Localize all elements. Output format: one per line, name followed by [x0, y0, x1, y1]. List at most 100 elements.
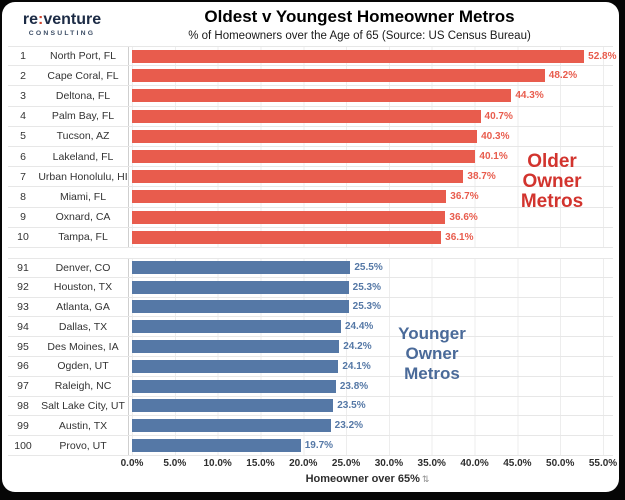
metro-label: Austin, TX: [58, 419, 108, 432]
metro-label: Cape Coral, FL: [47, 69, 119, 82]
annotation-line: Metros: [520, 191, 584, 212]
bar[interactable]: [132, 49, 585, 63]
bar-track: 25.3%: [128, 297, 613, 317]
x-axis-tick: 55.0%: [588, 458, 618, 469]
chart-row: 93 Atlanta, GA 25.3%: [8, 297, 613, 318]
value-label: 36.6%: [449, 211, 478, 223]
rank-label: 10: [17, 231, 29, 244]
value-label: 36.1%: [445, 231, 474, 243]
bar[interactable]: [132, 379, 336, 393]
chart-row: 1 North Port, FL 52.8%: [8, 46, 617, 67]
bar-track: 24.1%: [128, 356, 613, 376]
metro-label: Denver, CO: [55, 261, 111, 274]
chart-row: 91 Denver, CO 25.5%: [8, 258, 613, 278]
bar-track: 38.7%: [128, 167, 613, 187]
rank-label: 2: [20, 69, 26, 82]
value-label: 24.4%: [344, 321, 374, 333]
rank-label: 95: [17, 340, 29, 353]
bar-track: 40.1%: [128, 146, 613, 167]
chart-row: 99 Austin, TX 23.2%: [8, 416, 613, 437]
bar[interactable]: [132, 109, 481, 123]
metro-label: Ogden, UT: [57, 360, 109, 373]
bar[interactable]: [132, 320, 341, 334]
bar-track: 25.5%: [128, 259, 613, 277]
x-axis: 0.0% 5.0% 10.0% 15.0% 20.0% 25.0% 30.0% 35.0% 40…: [2, 458, 619, 471]
rank-label: 3: [20, 89, 26, 102]
x-axis-tick: 15.0%: [246, 458, 275, 469]
bar-track: 36.6%: [128, 207, 613, 227]
bar-track: 44.3%: [128, 86, 613, 106]
x-axis-tick: 0.0%: [120, 458, 144, 469]
older-metros-section: 1 North Port, FL 52.8% 2 Cape Coral, FL 48.2%…: [8, 46, 617, 248]
rank-label: 92: [17, 281, 29, 294]
bar-track: 52.8%: [128, 47, 617, 66]
bar[interactable]: [132, 359, 339, 373]
value-label: 38.7%: [467, 171, 496, 183]
rank-label: 9: [20, 211, 26, 224]
bar-track: 48.2%: [128, 66, 613, 86]
logo-text-pre: re: [22, 11, 38, 28]
rank-label: 99: [17, 419, 29, 432]
metro-label: Deltona, FL: [55, 89, 111, 102]
bar[interactable]: [132, 170, 464, 184]
bar[interactable]: [132, 280, 349, 294]
bar[interactable]: [132, 340, 340, 354]
bar[interactable]: [132, 129, 478, 143]
bar[interactable]: [132, 261, 351, 275]
rank-label: 100: [14, 439, 32, 452]
x-axis-tick: 20.0%: [289, 458, 318, 469]
rank-label: 5: [20, 130, 26, 143]
metro-label: Tucson, AZ: [56, 130, 110, 143]
bar[interactable]: [132, 150, 476, 164]
bar-track: 25.3%: [128, 277, 613, 297]
bar[interactable]: [132, 89, 512, 103]
bar[interactable]: [132, 439, 301, 453]
annotation-line: Owner: [405, 344, 459, 363]
value-label: 24.1%: [342, 360, 371, 372]
bar-track: 36.1%: [128, 227, 613, 247]
chart-row: 6 Lakeland, FL 40.1%: [8, 146, 613, 168]
metro-label: Urban Honolulu, HI: [38, 170, 128, 183]
value-label: 36.7%: [450, 191, 479, 203]
rank-label: 93: [17, 300, 29, 313]
annotation-line: Owner: [522, 171, 582, 192]
reventure-logo: re:venture CONSULTING: [14, 11, 110, 37]
x-axis-tick: 45.0%: [503, 458, 532, 469]
value-label: 23.5%: [337, 400, 366, 412]
metro-label: Miami, FL: [59, 190, 107, 203]
chart-header: Oldest v Youngest Homeowner Metros % of …: [114, 7, 605, 42]
bar[interactable]: [132, 69, 545, 83]
value-label: 40.7%: [484, 110, 513, 122]
bar[interactable]: [132, 419, 331, 433]
bar[interactable]: [132, 190, 447, 204]
value-label: 25.3%: [352, 281, 382, 293]
metro-label: Des Moines, IA: [47, 340, 119, 353]
rank-label: 4: [20, 110, 26, 123]
annotation-line: Older: [527, 151, 577, 172]
bar[interactable]: [132, 210, 446, 224]
logo-tagline: CONSULTING: [28, 30, 96, 37]
rank-label: 98: [17, 399, 29, 412]
x-axis-tick: 30.0%: [374, 458, 404, 469]
rank-label: 97: [17, 380, 29, 393]
chart-row: 96 Ogden, UT 24.1%: [8, 356, 613, 377]
value-label: 23.8%: [339, 380, 369, 392]
chart-row: 94 Dallas, TX 24.4%: [8, 317, 613, 338]
value-label: 40.3%: [481, 130, 510, 142]
x-axis-tick: 5.0%: [163, 458, 187, 469]
x-axis-title: Homeowner over 65% ⇅: [132, 473, 603, 485]
page-subtitle: % of Homeowners over the Age of 65 (Sour…: [188, 30, 531, 42]
logo-text-post: venture: [43, 11, 102, 28]
bar[interactable]: [132, 230, 442, 244]
metro-label: Salt Lake City, UT: [41, 399, 125, 412]
bar[interactable]: [132, 399, 334, 413]
chart-row: 10 Tampa, FL 36.1%: [8, 227, 613, 248]
chart-row: 95 Des Moines, IA 24.2%: [8, 337, 613, 357]
chart-row: 2 Cape Coral, FL 48.2%: [8, 66, 613, 87]
value-label: 24.2%: [343, 341, 372, 353]
chart-row: 7 Urban Honolulu, HI 38.7%: [8, 167, 613, 188]
x-axis-tick: 50.0%: [546, 458, 575, 469]
sort-icon[interactable]: ⇅: [421, 474, 430, 484]
bar[interactable]: [132, 300, 349, 314]
